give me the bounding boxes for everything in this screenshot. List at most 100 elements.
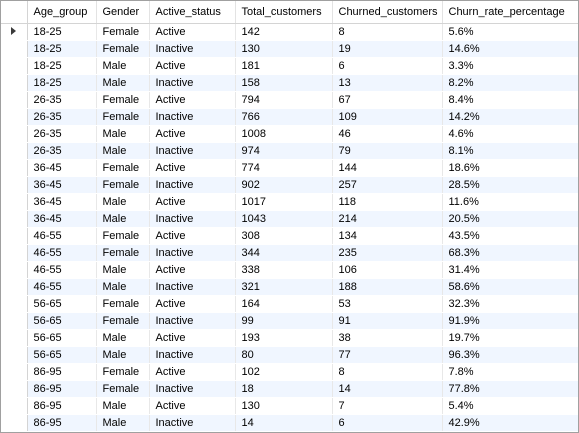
cell-active-status[interactable]: Inactive <box>149 143 235 160</box>
cell-total-customers[interactable]: 181 <box>235 58 332 75</box>
row-indicator[interactable] <box>1 126 27 143</box>
cell-churn-rate[interactable]: 20.5% <box>442 211 578 228</box>
cell-churned-customers[interactable]: 7 <box>332 398 442 415</box>
cell-churned-customers[interactable]: 8 <box>332 24 442 41</box>
table-row[interactable]: 36-45 Female Inactive 902 257 28.5% <box>1 177 578 194</box>
row-indicator[interactable] <box>1 228 27 245</box>
cell-age-group[interactable]: 86-95 <box>27 415 96 432</box>
cell-churned-customers[interactable]: 14 <box>332 381 442 398</box>
cell-churned-customers[interactable]: 53 <box>332 296 442 313</box>
cell-age-group[interactable]: 18-25 <box>27 58 96 75</box>
cell-active-status[interactable]: Active <box>149 364 235 381</box>
cell-churn-rate[interactable]: 8.4% <box>442 92 578 109</box>
cell-churn-rate[interactable]: 5.6% <box>442 24 578 41</box>
cell-churned-customers[interactable]: 144 <box>332 160 442 177</box>
cell-churn-rate[interactable]: 42.9% <box>442 415 578 432</box>
table-row[interactable]: 26-35 Male Active 1008 46 4.6% <box>1 126 578 143</box>
cell-age-group[interactable]: 46-55 <box>27 245 96 262</box>
cell-total-customers[interactable]: 794 <box>235 92 332 109</box>
table-row[interactable]: 36-45 Male Active 1017 118 11.6% <box>1 194 578 211</box>
cell-churned-customers[interactable]: 6 <box>332 58 442 75</box>
cell-active-status[interactable]: Active <box>149 24 235 41</box>
table-row[interactable]: 86-95 Female Active 102 8 7.8% <box>1 364 578 381</box>
cell-churned-customers[interactable]: 67 <box>332 92 442 109</box>
row-indicator[interactable] <box>1 398 27 415</box>
cell-active-status[interactable]: Active <box>149 228 235 245</box>
cell-total-customers[interactable]: 102 <box>235 364 332 381</box>
cell-churn-rate[interactable]: 43.5% <box>442 228 578 245</box>
row-indicator[interactable] <box>1 364 27 381</box>
cell-churn-rate[interactable]: 18.6% <box>442 160 578 177</box>
cell-total-customers[interactable]: 14 <box>235 415 332 432</box>
cell-total-customers[interactable]: 142 <box>235 24 332 41</box>
cell-age-group[interactable]: 56-65 <box>27 330 96 347</box>
cell-age-group[interactable]: 56-65 <box>27 347 96 364</box>
cell-gender[interactable]: Male <box>96 58 149 75</box>
cell-active-status[interactable]: Inactive <box>149 381 235 398</box>
cell-churn-rate[interactable]: 77.8% <box>442 381 578 398</box>
row-indicator[interactable] <box>1 262 27 279</box>
cell-churned-customers[interactable]: 106 <box>332 262 442 279</box>
row-indicator[interactable] <box>1 194 27 211</box>
cell-churned-customers[interactable]: 235 <box>332 245 442 262</box>
row-indicator[interactable] <box>1 160 27 177</box>
cell-age-group[interactable]: 86-95 <box>27 381 96 398</box>
cell-age-group[interactable]: 36-45 <box>27 177 96 194</box>
table-row[interactable]: 56-65 Female Active 164 53 32.3% <box>1 296 578 313</box>
table-row[interactable]: 46-55 Male Inactive 321 188 58.6% <box>1 279 578 296</box>
cell-active-status[interactable]: Active <box>149 160 235 177</box>
cell-total-customers[interactable]: 766 <box>235 109 332 126</box>
cell-total-customers[interactable]: 902 <box>235 177 332 194</box>
cell-age-group[interactable]: 86-95 <box>27 364 96 381</box>
cell-churned-customers[interactable]: 91 <box>332 313 442 330</box>
cell-churned-customers[interactable]: 46 <box>332 126 442 143</box>
table-row[interactable]: 56-65 Male Inactive 80 77 96.3% <box>1 347 578 364</box>
cell-gender[interactable]: Male <box>96 211 149 228</box>
table-row[interactable]: 36-45 Male Inactive 1043 214 20.5% <box>1 211 578 228</box>
cell-churn-rate[interactable]: 5.4% <box>442 398 578 415</box>
cell-gender[interactable]: Male <box>96 143 149 160</box>
table-row[interactable]: 18-25 Female Inactive 130 19 14.6% <box>1 41 578 58</box>
cell-churned-customers[interactable]: 8 <box>332 364 442 381</box>
cell-churn-rate[interactable]: 11.6% <box>442 194 578 211</box>
cell-gender[interactable]: Female <box>96 92 149 109</box>
row-indicator[interactable] <box>1 143 27 160</box>
cell-churn-rate[interactable]: 14.2% <box>442 109 578 126</box>
cell-gender[interactable]: Male <box>96 415 149 432</box>
table-row[interactable]: 36-45 Female Active 774 144 18.6% <box>1 160 578 177</box>
cell-age-group[interactable]: 26-35 <box>27 109 96 126</box>
cell-churn-rate[interactable]: 31.4% <box>442 262 578 279</box>
table-row[interactable]: 56-65 Female Inactive 99 91 91.9% <box>1 313 578 330</box>
cell-active-status[interactable]: Inactive <box>149 109 235 126</box>
cell-churn-rate[interactable]: 28.5% <box>442 177 578 194</box>
cell-age-group[interactable]: 26-35 <box>27 126 96 143</box>
cell-active-status[interactable]: Inactive <box>149 279 235 296</box>
cell-churned-customers[interactable]: 79 <box>332 143 442 160</box>
cell-gender[interactable]: Female <box>96 364 149 381</box>
cell-gender[interactable]: Male <box>96 279 149 296</box>
table-row[interactable]: 18-25 Male Inactive 158 13 8.2% <box>1 75 578 92</box>
row-indicator-header[interactable] <box>1 1 27 24</box>
column-header-churn-rate-percentage[interactable]: Churn_rate_percentage <box>442 1 578 24</box>
cell-active-status[interactable]: Active <box>149 92 235 109</box>
cell-churned-customers[interactable]: 188 <box>332 279 442 296</box>
cell-gender[interactable]: Male <box>96 330 149 347</box>
cell-churn-rate[interactable]: 58.6% <box>442 279 578 296</box>
cell-churn-rate[interactable]: 7.8% <box>442 364 578 381</box>
cell-churned-customers[interactable]: 134 <box>332 228 442 245</box>
row-indicator[interactable] <box>1 75 27 92</box>
row-indicator[interactable] <box>1 330 27 347</box>
cell-total-customers[interactable]: 974 <box>235 143 332 160</box>
cell-age-group[interactable]: 26-35 <box>27 143 96 160</box>
cell-active-status[interactable]: Active <box>149 398 235 415</box>
cell-gender[interactable]: Female <box>96 228 149 245</box>
cell-churn-rate[interactable]: 96.3% <box>442 347 578 364</box>
cell-churn-rate[interactable]: 14.6% <box>442 41 578 58</box>
table-row[interactable]: 18-25 Female Active 142 8 5.6% <box>1 24 578 41</box>
row-indicator[interactable] <box>1 245 27 262</box>
table-row[interactable]: 46-55 Female Active 308 134 43.5% <box>1 228 578 245</box>
cell-active-status[interactable]: Active <box>149 262 235 279</box>
cell-churn-rate[interactable]: 8.2% <box>442 75 578 92</box>
cell-gender[interactable]: Female <box>96 245 149 262</box>
table-row[interactable]: 46-55 Male Active 338 106 31.4% <box>1 262 578 279</box>
